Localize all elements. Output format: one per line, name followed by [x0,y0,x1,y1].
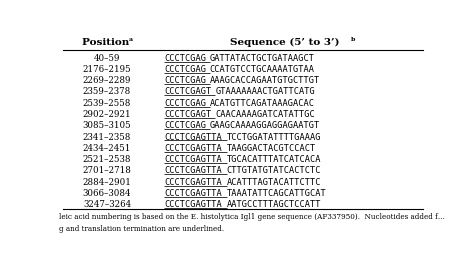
Text: ACATTTAGTACATTCTTC: ACATTTAGTACATTCTTC [227,178,321,187]
Text: CCCTCGAGTTA: CCCTCGAGTTA [164,155,222,164]
Text: CCCTCGAGTTA: CCCTCGAGTTA [164,144,222,153]
Text: 2341–2358: 2341–2358 [83,133,131,142]
Text: 2884–2901: 2884–2901 [82,178,131,187]
Text: 40–59: 40–59 [94,54,120,63]
Text: g and translation termination are underlined.: g and translation termination are underl… [59,225,224,233]
Text: a: a [128,37,132,42]
Text: 2359–2378: 2359–2378 [83,87,131,96]
Text: TGCACATTTATCATCACA: TGCACATTTATCATCACA [227,155,321,164]
Text: TAAATATTCAGCATTGCAT: TAAATATTCAGCATTGCAT [227,189,327,198]
Text: GATTATACTGCTGATAAGCT: GATTATACTGCTGATAAGCT [210,54,315,63]
Text: TAAGGACTACGTCCACT: TAAGGACTACGTCCACT [227,144,316,153]
Text: GAAGCAAAAGGAGGAGAATGT: GAAGCAAAAGGAGGAGAATGT [210,121,320,130]
Text: Position: Position [82,38,132,47]
Text: 2521–2538: 2521–2538 [83,155,131,164]
Text: 2539–2558: 2539–2558 [83,99,131,108]
Text: CCCTCGAGTTA: CCCTCGAGTTA [164,133,222,142]
Text: ACATGTTCAGATAAAGACAC: ACATGTTCAGATAAAGACAC [210,99,315,108]
Text: 2176–2195: 2176–2195 [82,65,131,74]
Text: 2269–2289: 2269–2289 [83,76,131,85]
Text: CCCTCGAGT: CCCTCGAGT [164,87,211,96]
Text: CAACAAAAGATCATATTGC: CAACAAAAGATCATATTGC [215,110,315,119]
Text: TCCTGGATATTTTGAAAG: TCCTGGATATTTTGAAAG [227,133,321,142]
Text: CCCTCGAGTTA: CCCTCGAGTTA [164,178,222,187]
Text: 2434–2451: 2434–2451 [83,144,131,153]
Text: CCCTCGAGT: CCCTCGAGT [164,110,211,119]
Text: CCCTCGAGTTA: CCCTCGAGTTA [164,189,222,198]
Text: CCCTCGAG: CCCTCGAG [164,121,206,130]
Text: CCCTCGAG: CCCTCGAG [164,76,206,85]
Text: Sequence (5’ to 3’): Sequence (5’ to 3’) [230,38,344,47]
Text: CCCTCGAG: CCCTCGAG [164,65,206,74]
Text: CTTGTATGTATCACTCTC: CTTGTATGTATCACTCTC [227,166,321,175]
Text: 3085–3105: 3085–3105 [82,121,131,130]
Text: CCCTCGAG: CCCTCGAG [164,54,206,63]
Text: CCCTCGAG: CCCTCGAG [164,99,206,108]
Text: leic acid numbering is based on the E. histolytica Igl1 gene sequence (AF337950): leic acid numbering is based on the E. h… [59,213,445,221]
Text: AAAGCACCAGAATGTGCTTGT: AAAGCACCAGAATGTGCTTGT [210,76,320,85]
Text: 3066–3084: 3066–3084 [83,189,131,198]
Text: GTAAAAAAACTGATTCATG: GTAAAAAAACTGATTCATG [215,87,315,96]
Text: CCATGTCCTGCAAAATGTAA: CCATGTCCTGCAAAATGTAA [210,65,315,74]
Text: b: b [351,37,356,42]
Text: CCCTCGAGTTA: CCCTCGAGTTA [164,166,222,175]
Text: CCCTCGAGTTA: CCCTCGAGTTA [164,200,222,209]
Text: 3247–3264: 3247–3264 [83,200,131,209]
Text: 2902–2921: 2902–2921 [82,110,131,119]
Text: AATGCCTTTAGCTCCATT: AATGCCTTTAGCTCCATT [227,200,321,209]
Text: 2701–2718: 2701–2718 [82,166,131,175]
